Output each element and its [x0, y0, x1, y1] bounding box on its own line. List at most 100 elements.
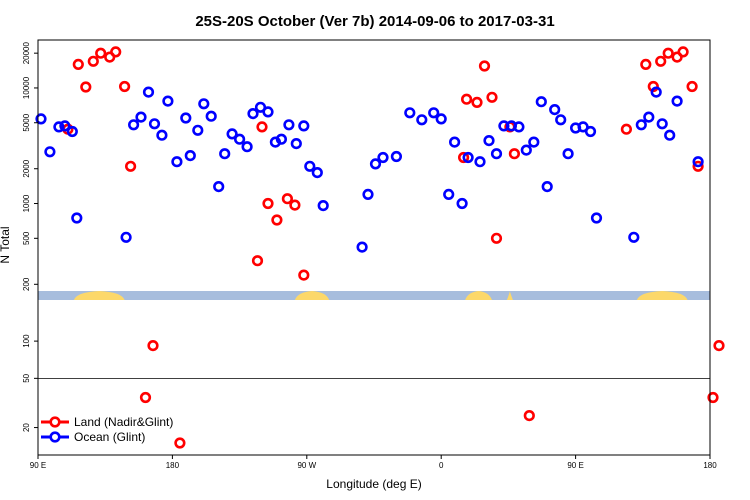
data-point	[635, 119, 647, 131]
data-point	[520, 144, 532, 156]
y-tick-label-lower: 100	[22, 334, 31, 348]
data-point	[298, 120, 310, 132]
data-point	[377, 151, 389, 164]
data-point	[662, 47, 674, 59]
data-point	[692, 160, 704, 172]
data-point	[66, 125, 78, 138]
data-point	[120, 231, 132, 243]
data-point	[650, 86, 662, 98]
data-point	[283, 119, 295, 131]
legend-land-label: Land (Nadir&Glint)	[74, 415, 173, 429]
data-point	[247, 107, 259, 120]
data-point	[528, 136, 540, 148]
data-point	[180, 112, 192, 124]
data-point	[298, 269, 310, 281]
map-strip	[38, 291, 710, 300]
data-point	[362, 188, 374, 200]
data-point	[289, 199, 301, 211]
data-point	[369, 158, 382, 170]
data-point	[254, 101, 267, 113]
data-point	[290, 138, 302, 150]
data-point	[562, 148, 574, 160]
data-point	[655, 55, 667, 67]
y-tick-label-upper: 2000	[22, 159, 31, 177]
data-point	[523, 410, 535, 422]
y-axis-label: N Total	[0, 226, 12, 263]
data-point	[671, 95, 683, 107]
data-point	[707, 391, 719, 404]
data-point	[478, 60, 491, 72]
data-point	[59, 120, 71, 132]
data-point	[390, 150, 403, 163]
legend-land-marker	[49, 416, 61, 428]
data-point	[128, 119, 140, 131]
data-point	[474, 156, 486, 168]
data-point	[147, 340, 159, 352]
data-point	[513, 121, 525, 133]
data-point	[686, 80, 698, 93]
data-point	[628, 231, 640, 243]
data-point	[443, 188, 455, 200]
data-point	[35, 113, 47, 125]
data-point	[471, 96, 483, 108]
data-point	[462, 151, 474, 164]
data-point	[198, 98, 210, 110]
data-point	[234, 133, 246, 145]
data-point	[95, 47, 107, 59]
data-point	[640, 58, 652, 71]
data-point	[486, 91, 498, 103]
data-point	[490, 148, 503, 160]
x-tick-label: 90 E	[567, 461, 583, 470]
y-tick-label-upper: 200	[22, 277, 31, 291]
map-ocean-band	[38, 291, 710, 300]
data-point	[275, 133, 288, 145]
chart-title: 25S-20S October (Ver 7b) 2014-09-06 to 2…	[195, 13, 554, 30]
data-point	[456, 197, 468, 210]
data-point	[71, 212, 83, 224]
x-tick-label: 180	[703, 461, 717, 470]
y-tick-label-lower: 20	[22, 423, 31, 432]
data-point	[304, 160, 316, 172]
data-point	[213, 181, 225, 193]
legend-ocean-label: Ocean (Glint)	[74, 430, 145, 444]
data-point	[549, 103, 561, 116]
y-tick-label-upper: 1000	[22, 194, 31, 212]
data-point	[435, 113, 447, 125]
plot-frame	[37, 39, 711, 456]
data-point	[125, 160, 137, 172]
data-point	[535, 96, 547, 108]
data-point	[404, 107, 416, 119]
data-point	[241, 141, 253, 153]
y-tick-label-upper: 10000	[22, 76, 31, 99]
data-point	[458, 151, 470, 164]
data-point	[664, 129, 676, 141]
data-point	[449, 136, 461, 148]
data-point	[490, 232, 503, 244]
data-point	[416, 114, 428, 126]
data-point	[251, 255, 264, 267]
data-point	[256, 121, 268, 133]
data-point	[162, 95, 174, 107]
data-point	[620, 123, 633, 135]
data-point	[317, 200, 329, 212]
data-point	[226, 128, 238, 140]
data-point	[713, 340, 725, 352]
legend: Land (Nadir&Glint) Ocean (Glint)	[41, 415, 173, 444]
data-point	[44, 146, 56, 158]
data-point	[541, 181, 553, 193]
data-point	[72, 58, 84, 71]
data-point	[156, 129, 168, 141]
data-point	[356, 241, 368, 253]
data-point	[692, 156, 704, 168]
data-point	[677, 46, 689, 58]
data-point	[184, 150, 196, 162]
data-point	[461, 93, 473, 105]
data-point	[148, 118, 161, 130]
data-point	[80, 81, 92, 93]
y-tick-label-upper: 500	[22, 231, 31, 245]
map-land-region	[465, 291, 492, 300]
y-tick-label-upper: 5000	[22, 113, 31, 131]
legend-ocean-marker	[49, 431, 61, 443]
data-point	[483, 135, 495, 147]
